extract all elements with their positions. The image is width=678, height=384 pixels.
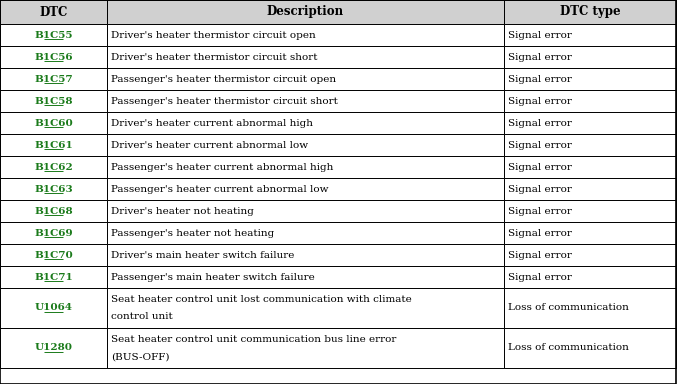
Text: Seat heater control unit communication bus line error: Seat heater control unit communication b…	[111, 335, 397, 344]
Text: Seat heater control unit lost communication with climate: Seat heater control unit lost communicat…	[111, 295, 412, 304]
Bar	[0, 328, 107, 368]
Text: U1280: U1280	[35, 344, 73, 353]
Bar	[107, 222, 504, 244]
Bar	[0, 0, 107, 24]
Text: Passenger's heater not heating: Passenger's heater not heating	[111, 228, 274, 237]
Text: Signal error: Signal error	[508, 184, 572, 194]
Text: B1C71: B1C71	[34, 273, 73, 281]
Bar	[0, 288, 107, 328]
Text: B1C58: B1C58	[35, 96, 73, 106]
Text: Driver's heater current abnormal high: Driver's heater current abnormal high	[111, 119, 313, 127]
Text: Driver's heater thermistor circuit short: Driver's heater thermistor circuit short	[111, 53, 317, 61]
Bar	[0, 90, 107, 112]
Text: Signal error: Signal error	[508, 250, 572, 260]
Text: Passenger's main heater switch failure: Passenger's main heater switch failure	[111, 273, 315, 281]
Text: Signal error: Signal error	[508, 119, 572, 127]
Text: B1C60: B1C60	[34, 119, 73, 127]
Bar	[504, 200, 676, 222]
Bar	[504, 134, 676, 156]
Bar	[504, 46, 676, 68]
Bar	[107, 24, 504, 46]
Text: Signal error: Signal error	[508, 273, 572, 281]
Bar	[504, 266, 676, 288]
Bar	[107, 266, 504, 288]
Bar	[504, 68, 676, 90]
Text: Signal error: Signal error	[508, 228, 572, 237]
Bar	[0, 68, 107, 90]
Bar	[107, 244, 504, 266]
Text: B1C70: B1C70	[34, 250, 73, 260]
Text: B1C61: B1C61	[34, 141, 73, 149]
Bar	[107, 90, 504, 112]
Text: Driver's heater not heating: Driver's heater not heating	[111, 207, 254, 215]
Bar	[0, 156, 107, 178]
Bar	[107, 68, 504, 90]
Text: Signal error: Signal error	[508, 74, 572, 83]
Text: B1C56: B1C56	[34, 53, 73, 61]
Bar	[0, 244, 107, 266]
Text: Passenger's heater thermistor circuit open: Passenger's heater thermistor circuit op…	[111, 74, 336, 83]
Bar	[0, 46, 107, 68]
Text: Description: Description	[267, 5, 344, 18]
Bar	[107, 46, 504, 68]
Text: U1064: U1064	[35, 303, 73, 313]
Bar	[0, 178, 107, 200]
Text: B1C69: B1C69	[34, 228, 73, 237]
Bar	[107, 200, 504, 222]
Text: (BUS-OFF): (BUS-OFF)	[111, 352, 170, 361]
Text: DTC type: DTC type	[559, 5, 620, 18]
Text: Loss of communication: Loss of communication	[508, 344, 629, 353]
Text: Signal error: Signal error	[508, 53, 572, 61]
Bar	[504, 222, 676, 244]
Bar	[0, 112, 107, 134]
Bar	[504, 24, 676, 46]
Bar	[504, 90, 676, 112]
Text: DTC: DTC	[39, 5, 68, 18]
Bar	[504, 156, 676, 178]
Bar	[504, 178, 676, 200]
Text: Signal error: Signal error	[508, 141, 572, 149]
Bar	[107, 112, 504, 134]
Text: B1C63: B1C63	[34, 184, 73, 194]
Bar	[107, 0, 504, 24]
Bar	[107, 134, 504, 156]
Text: Passenger's heater current abnormal high: Passenger's heater current abnormal high	[111, 162, 334, 172]
Bar	[0, 200, 107, 222]
Text: B1C57: B1C57	[34, 74, 73, 83]
Text: Signal error: Signal error	[508, 162, 572, 172]
Bar	[504, 288, 676, 328]
Text: Passenger's heater current abnormal low: Passenger's heater current abnormal low	[111, 184, 329, 194]
Bar	[107, 178, 504, 200]
Text: Signal error: Signal error	[508, 30, 572, 40]
Bar	[0, 24, 107, 46]
Text: B1C68: B1C68	[34, 207, 73, 215]
Text: Passenger's heater thermistor circuit short: Passenger's heater thermistor circuit sh…	[111, 96, 338, 106]
Text: Signal error: Signal error	[508, 96, 572, 106]
Text: B1C62: B1C62	[34, 162, 73, 172]
Bar	[107, 156, 504, 178]
Text: control unit: control unit	[111, 312, 173, 321]
Bar	[0, 134, 107, 156]
Text: B1C55: B1C55	[35, 30, 73, 40]
Bar	[107, 288, 504, 328]
Text: Loss of communication: Loss of communication	[508, 303, 629, 313]
Bar	[0, 222, 107, 244]
Text: Signal error: Signal error	[508, 207, 572, 215]
Bar	[504, 244, 676, 266]
Bar	[504, 112, 676, 134]
Bar	[504, 328, 676, 368]
Text: Driver's main heater switch failure: Driver's main heater switch failure	[111, 250, 294, 260]
Bar	[107, 328, 504, 368]
Bar	[0, 266, 107, 288]
Text: Driver's heater thermistor circuit open: Driver's heater thermistor circuit open	[111, 30, 316, 40]
Bar	[504, 0, 676, 24]
Text: Driver's heater current abnormal low: Driver's heater current abnormal low	[111, 141, 308, 149]
